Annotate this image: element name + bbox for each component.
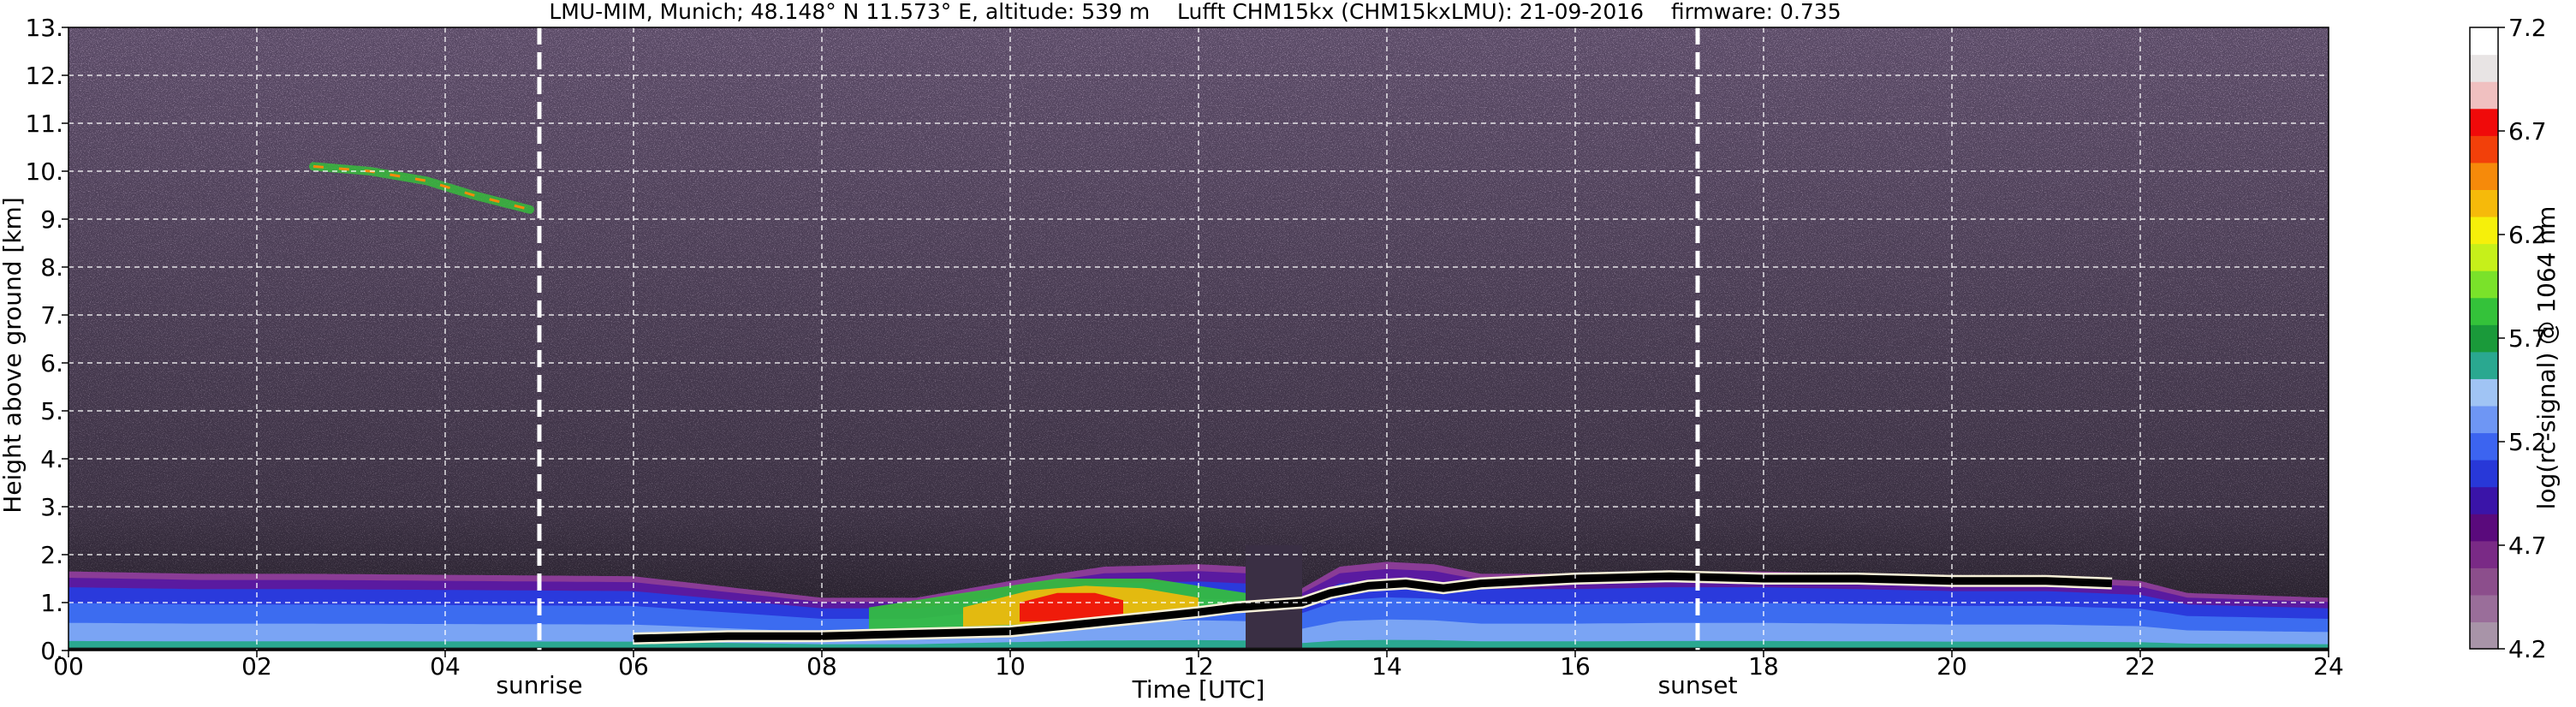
y-axis-ticks: 0. 1. 2. 3. 4. 5. 6. 7. 8. 9. 10. 11. 12. 13. xyxy=(25,14,68,665)
y-tick-label: 13. xyxy=(25,14,63,42)
signal-red xyxy=(1020,592,1123,622)
colorbar-tick-label: 6.2 xyxy=(2508,221,2547,249)
colorbar-tick-label: 4.2 xyxy=(2508,635,2547,663)
y-tick-label: 7. xyxy=(40,301,63,330)
y-tick-label: 6. xyxy=(40,349,63,377)
colorbar-segment xyxy=(2470,432,2498,460)
y-tick-label: 0. xyxy=(40,637,63,665)
x-tick-label: 08 xyxy=(806,652,837,680)
cloud-base-line xyxy=(633,572,2113,643)
x-axis-label: Time [UTC] xyxy=(1132,675,1265,704)
y-tick-label: 5. xyxy=(40,397,63,425)
colorbar-tick-label: 7.2 xyxy=(2508,14,2547,42)
colorbar-segment xyxy=(2470,54,2498,82)
x-tick-label: 14 xyxy=(1371,652,1402,680)
colorbar-segment xyxy=(2470,514,2498,542)
y-tick-label: 12. xyxy=(25,62,63,90)
colorbar-segment xyxy=(2470,351,2498,379)
colorbar-tick-label: 6.7 xyxy=(2508,117,2547,146)
x-tick-label: 00 xyxy=(53,652,84,680)
x-tick-label: 10 xyxy=(995,652,1026,680)
colorbar-segment xyxy=(2470,486,2498,514)
colorbar-tick-label: 4.7 xyxy=(2508,532,2547,560)
x-tick-label: 24 xyxy=(2313,652,2344,680)
annotations: sunrise sunset xyxy=(496,671,1737,699)
colorbar-segment xyxy=(2470,243,2498,271)
x-tick-label: 12 xyxy=(1183,652,1214,680)
sunrise-label: sunrise xyxy=(496,671,582,699)
colorbar-label: log(rc-signal) @ 1064 nm xyxy=(2532,206,2561,510)
y-tick-label: 3. xyxy=(40,493,63,521)
colorbar-segment xyxy=(2470,324,2498,353)
x-axis-ticks: 00 02 04 06 08 10 12 14 16 18 20 22 24 xyxy=(53,651,2344,680)
y-tick-label: 2. xyxy=(40,541,63,569)
colorbar-segment xyxy=(2470,460,2498,488)
colorbar-segment xyxy=(2470,216,2498,245)
x-tick-label: 20 xyxy=(1936,652,1967,680)
colorbar-segment xyxy=(2470,135,2498,163)
colorbar-segment xyxy=(2470,189,2498,217)
cirrus-core xyxy=(312,164,531,211)
x-tick-label: 18 xyxy=(1748,652,1779,680)
colorbar-segment xyxy=(2470,81,2498,110)
y-tick-label: 1. xyxy=(40,589,63,617)
colorbar-segment xyxy=(2470,270,2498,299)
colorbar-segment xyxy=(2470,540,2498,568)
colorbar-segment xyxy=(2470,108,2498,136)
colorbar-segment xyxy=(2470,378,2498,407)
x-tick-label: 04 xyxy=(430,652,461,680)
sunset-label: sunset xyxy=(1658,671,1738,699)
colorbar-segment xyxy=(2470,297,2498,325)
y-tick-label: 9. xyxy=(40,205,63,234)
y-tick-label: 8. xyxy=(40,253,63,282)
colorbar-segment xyxy=(2470,405,2498,434)
colorbar-tick-label: 5.7 xyxy=(2508,324,2547,353)
y-axis-label: Height above ground [km] xyxy=(0,197,27,514)
x-tick-label: 16 xyxy=(1560,652,1591,680)
y-tick-label: 10. xyxy=(25,157,63,186)
colorbar-segment xyxy=(2470,27,2498,56)
colorbar-segment xyxy=(2470,594,2498,623)
chart-title: LMU-MIM, Munich; 48.148° N 11.573° E, al… xyxy=(549,0,1841,24)
colorbar-segment xyxy=(2470,567,2498,596)
x-tick-label: 06 xyxy=(618,652,649,680)
plot-area xyxy=(68,27,2329,651)
x-tick-label: 22 xyxy=(2125,652,2156,680)
colorbar-segment xyxy=(2470,621,2498,650)
grid xyxy=(68,27,2329,651)
y-tick-label: 4. xyxy=(40,445,63,473)
colorbar-tick-label: 5.2 xyxy=(2508,428,2547,456)
x-tick-label: 02 xyxy=(241,652,272,680)
data-gap xyxy=(1246,544,1302,649)
y-tick-label: 11. xyxy=(25,110,63,138)
colorbar: 4.2 4.7 5.2 5.7 6.2 6.7 7.2 xyxy=(2469,14,2547,663)
sun-lines xyxy=(537,27,1700,651)
colorbar-segment xyxy=(2470,162,2498,190)
